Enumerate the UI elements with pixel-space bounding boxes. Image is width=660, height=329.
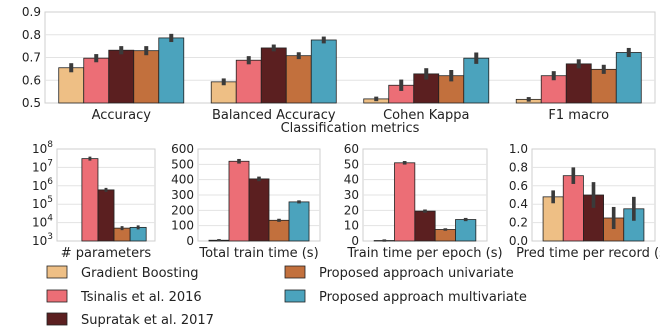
bar-tsinalis-et-al-2016 <box>235 59 262 104</box>
y-tick-label: 200 <box>171 203 194 217</box>
y-tick-label: 10 <box>344 219 359 233</box>
y-tick-label: 100 <box>171 219 194 233</box>
x-axis-label: Pred time per record (s) <box>516 246 660 261</box>
legend-swatch <box>46 265 68 279</box>
y-tick-label: 108 <box>32 140 53 156</box>
y-tick-label: 50 <box>344 157 359 171</box>
x-category-label: Accuracy <box>92 108 152 123</box>
chart-panels: 0.5 0.6 0.7 0.8 0.9 Accuracy Balanced Accuracy… <box>22 5 660 261</box>
bar-tsinalis-et-al-2016 <box>81 158 99 242</box>
y-tick-label: 1.0 <box>509 142 528 156</box>
y-tick-label: 20 <box>344 203 359 217</box>
legend-item-tsinalis-et-al-2016: Tsinalis et al. 2016 <box>46 289 202 305</box>
y-tick-label: 0.5 <box>22 96 41 110</box>
y-tick-label: 0.7 <box>22 51 41 65</box>
legend-label: Proposed approach univariate <box>319 266 514 281</box>
bar-proposed-approach-multivariate <box>463 57 490 104</box>
x-axis-label: Classification metrics <box>281 121 420 136</box>
bar-proposed-approach-multivariate <box>129 226 147 242</box>
y-tick-label: 300 <box>171 188 194 202</box>
bar-gradient-boosting <box>58 67 85 104</box>
legend-swatch <box>46 289 68 303</box>
bar-tsinalis-et-al-2016 <box>83 57 110 104</box>
legend-label: Supratak et al. 2017 <box>81 313 214 328</box>
y-tick-label: 103 <box>32 232 53 248</box>
x-axis-label: # parameters <box>61 246 152 261</box>
bar-proposed-approach-univariate <box>133 50 160 104</box>
bar-tsinalis-et-al-2016 <box>228 160 250 242</box>
y-tick-label: 0.6 <box>509 179 528 193</box>
y-tick-label: 105 <box>32 195 53 211</box>
legend-swatch <box>284 289 306 303</box>
bar-proposed-approach-multivariate <box>158 37 185 104</box>
y-tick-label: 104 <box>32 214 53 230</box>
legend: Gradient Boosting Tsinalis et al. 2016 Sup… <box>46 265 527 328</box>
y-tick-label: 0.9 <box>22 5 41 19</box>
chart-panel-5: 0.0 0.2 0.4 0.6 0.8 1.0 Pred time per record (… <box>509 142 660 261</box>
chart-panel-2: 103 104 105 106 107 108 # parameters <box>32 140 156 261</box>
y-tick-label: 0.4 <box>509 197 528 211</box>
legend-item-supratak-et-al-2017: Supratak et al. 2017 <box>46 312 214 328</box>
legend-swatch <box>284 265 306 279</box>
y-tick-label: 0.8 <box>22 28 41 42</box>
y-tick-label: 0.6 <box>22 73 41 87</box>
bar-proposed-approach-univariate <box>434 229 456 242</box>
chart-panel-1: 0.5 0.6 0.7 0.8 0.9 Accuracy Balanced Accuracy… <box>22 5 656 136</box>
x-category-label: Balanced Accuracy <box>212 108 336 123</box>
y-tick-label: 600 <box>171 142 194 156</box>
bar-supratak-et-al-2017 <box>108 49 135 104</box>
y-tick-label: 0 <box>351 234 359 248</box>
bar-supratak-et-al-2017 <box>565 63 592 104</box>
bar-supratak-et-al-2017 <box>248 178 270 242</box>
y-tick-label: 60 <box>344 142 359 156</box>
x-axis-label: Train time per epoch (s) <box>346 246 502 261</box>
bar-proposed-approach-multivariate <box>288 201 310 242</box>
bar-proposed-approach-multivariate <box>615 52 642 104</box>
legend-label: Proposed approach multivariate <box>319 290 527 305</box>
bar-proposed-approach-univariate <box>268 219 290 242</box>
y-tick-label: 0.2 <box>509 216 528 230</box>
x-category-label: Cohen Kappa <box>383 108 469 123</box>
bar-proposed-approach-univariate <box>285 55 312 104</box>
bar-proposed-approach-multivariate <box>310 39 337 104</box>
legend-swatch <box>46 312 68 326</box>
bar-supratak-et-al-2017 <box>260 47 287 104</box>
bar-supratak-et-al-2017 <box>414 210 436 242</box>
bar-proposed-approach-univariate <box>590 68 617 104</box>
y-tick-label: 0.0 <box>509 234 528 248</box>
y-tick-label: 106 <box>32 177 53 193</box>
legend-label: Tsinalis et al. 2016 <box>80 290 202 305</box>
legend-item-proposed-approach-univariate: Proposed approach univariate <box>284 265 514 281</box>
bar-tsinalis-et-al-2016 <box>394 162 416 242</box>
x-category-label: F1 macro <box>548 108 609 123</box>
y-tick-label: 0.8 <box>509 160 528 174</box>
bar-gradient-boosting <box>542 196 564 242</box>
legend-item-proposed-approach-multivariate: Proposed approach multivariate <box>284 289 527 305</box>
y-tick-label: 500 <box>171 157 194 171</box>
y-tick-label: 30 <box>344 188 359 202</box>
bar-proposed-approach-multivariate <box>455 219 477 242</box>
legend-item-gradient-boosting: Gradient Boosting <box>46 265 199 281</box>
legend-label: Gradient Boosting <box>81 266 199 281</box>
x-axis-label: Total train time (s) <box>198 246 318 261</box>
bar-supratak-et-al-2017 <box>97 189 115 242</box>
y-tick-label: 400 <box>171 173 194 187</box>
y-tick-label: 107 <box>32 158 53 174</box>
bar-tsinalis-et-al-2016 <box>562 175 584 242</box>
y-tick-label: 40 <box>344 173 359 187</box>
y-tick-label: 0 <box>186 234 194 248</box>
